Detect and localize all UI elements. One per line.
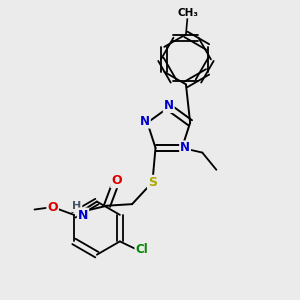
Text: Cl: Cl: [135, 243, 148, 256]
Text: CH₃: CH₃: [177, 8, 198, 17]
Text: N: N: [164, 99, 174, 112]
Text: S: S: [148, 176, 157, 189]
Text: H: H: [72, 201, 81, 211]
Text: N: N: [78, 208, 88, 222]
Text: O: O: [111, 174, 122, 187]
Text: N: N: [140, 115, 150, 128]
Text: O: O: [47, 200, 58, 214]
Text: N: N: [180, 141, 190, 154]
